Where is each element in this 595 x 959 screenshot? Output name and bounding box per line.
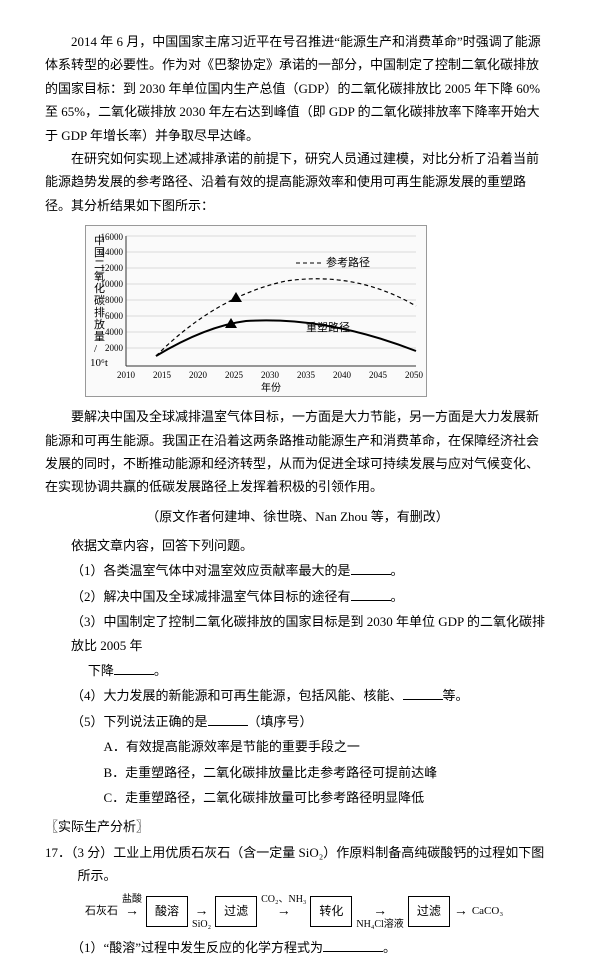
blank-4: [403, 688, 443, 701]
question-2: （2）解决中国及全球减排温室气体目标的途径有。: [71, 585, 550, 608]
svg-text:6000: 6000: [105, 311, 124, 321]
svg-text:16000: 16000: [101, 232, 124, 242]
blank-3: [114, 662, 154, 675]
svg-text:2040: 2040: [333, 370, 352, 380]
arrow-1: 盐酸 →: [122, 894, 142, 930]
paragraph-1: 2014 年 6 月，中国国家主席习近平在号召推进“能源生产和消费革命”时强调了…: [45, 30, 550, 147]
svg-text:8000: 8000: [105, 295, 124, 305]
question-3-cont: 下降。: [104, 659, 551, 682]
svg-text:2000: 2000: [105, 343, 124, 353]
legend-reference: 参考路径: [326, 255, 370, 269]
ref-marker-icon: [230, 292, 242, 302]
question-17: 17．（3 分）工业上用优质石灰石（含一定量 SiO₂）作原料制备高纯碳酸钙的过…: [45, 841, 550, 888]
svg-text:14000: 14000: [101, 247, 124, 257]
svg-text:10000: 10000: [101, 279, 124, 289]
legend-reshape: 重塑路径: [306, 320, 350, 334]
svg-text:2050: 2050: [405, 370, 424, 380]
svg-text:2025: 2025: [225, 370, 244, 380]
grid: [126, 236, 416, 348]
instruction: 依据文章内容，回答下列问题。: [45, 534, 550, 557]
blank-2: [351, 588, 391, 601]
question-1: （1）各类温室气体中对温室效应贡献率最大的是。: [71, 559, 550, 582]
svg-text:排: 排: [94, 305, 105, 319]
paragraph-2: 在研究如何实现上述减排承诺的前提下，研究人员通过建模，对比分析了沿着当前能源趋势…: [45, 147, 550, 217]
svg-text:量: 量: [94, 330, 105, 343]
svg-text:2035: 2035: [297, 370, 316, 380]
flow-box-1: 酸溶: [146, 896, 188, 928]
question-4: （4）大力发展的新能源和可再生能源，包括风能、核能、等。: [71, 684, 550, 707]
emissions-chart: 中 国 二 氧 化 碳 排 放 量 / 10⁶t: [85, 225, 427, 397]
flow-start: 石灰石: [85, 902, 118, 922]
svg-text:2030: 2030: [261, 370, 280, 380]
x-ticks: 2010 2015 2020 2025 2030 2035 2040 2045 …: [117, 370, 424, 380]
question-17-1: （1）“酸溶”过程中发生反应的化学方程式为。: [71, 936, 550, 959]
process-flow-diagram: 石灰石 盐酸 → 酸溶 → SiO₂ 过滤 CO₂、NH₃ → 转化 → NH₄…: [85, 894, 550, 930]
blank-17-1: [323, 939, 383, 952]
blank-5: [208, 713, 248, 726]
svg-text:2045: 2045: [369, 370, 388, 380]
flow-box-3: 转化: [310, 896, 352, 928]
attribution: （原文作者何建坤、徐世晓、Nan Zhou 等，有删改）: [45, 505, 550, 528]
svg-text:4000: 4000: [105, 327, 124, 337]
svg-text:2020: 2020: [189, 370, 208, 380]
svg-text:碳: 碳: [94, 293, 105, 307]
flow-box-4: 过滤: [408, 896, 450, 928]
section-heading: 〖实际生产分析〗: [45, 815, 550, 838]
svg-text:/: /: [94, 343, 98, 355]
arrow-5: →: [454, 905, 468, 919]
svg-text:2015: 2015: [153, 370, 172, 380]
flow-end: CaCO₃: [472, 902, 503, 922]
option-b: B．走重塑路径，二氧化碳排放量比走参考路径可提前达峰: [123, 761, 550, 784]
reshape-path-line: [156, 321, 416, 357]
svg-text:10⁶t: 10⁶t: [90, 357, 108, 369]
svg-text:2010: 2010: [117, 370, 136, 380]
blank-1: [351, 563, 391, 576]
reference-path-line: [156, 279, 416, 356]
x-axis-label: 年份: [261, 381, 281, 394]
svg-text:放: 放: [94, 317, 105, 331]
arrow-3: CO₂、NH₃ →: [261, 894, 306, 930]
question-3: （3）中国制定了控制二氧化碳排放的国家目标是到 2030 年单位 GDP 的二氧…: [71, 610, 550, 657]
question-5: （5）下列说法正确的是（填序号）: [71, 710, 550, 733]
paragraph-3: 要解决中国及全球减排温室气体目标，一方面是大力节能，另一方面是大力发展新能源和可…: [45, 405, 550, 499]
option-a: A．有效提高能源效率是节能的重要手段之一: [123, 735, 550, 758]
arrow-2: → SiO₂: [192, 894, 211, 930]
flow-box-2: 过滤: [215, 896, 257, 928]
plot-area: [126, 236, 416, 366]
option-c: C．走重塑路径，二氧化碳排放量可比参考路径明显降低: [123, 786, 550, 809]
arrow-4: → NH₄Cl溶液: [356, 894, 403, 930]
svg-text:12000: 12000: [101, 263, 124, 273]
